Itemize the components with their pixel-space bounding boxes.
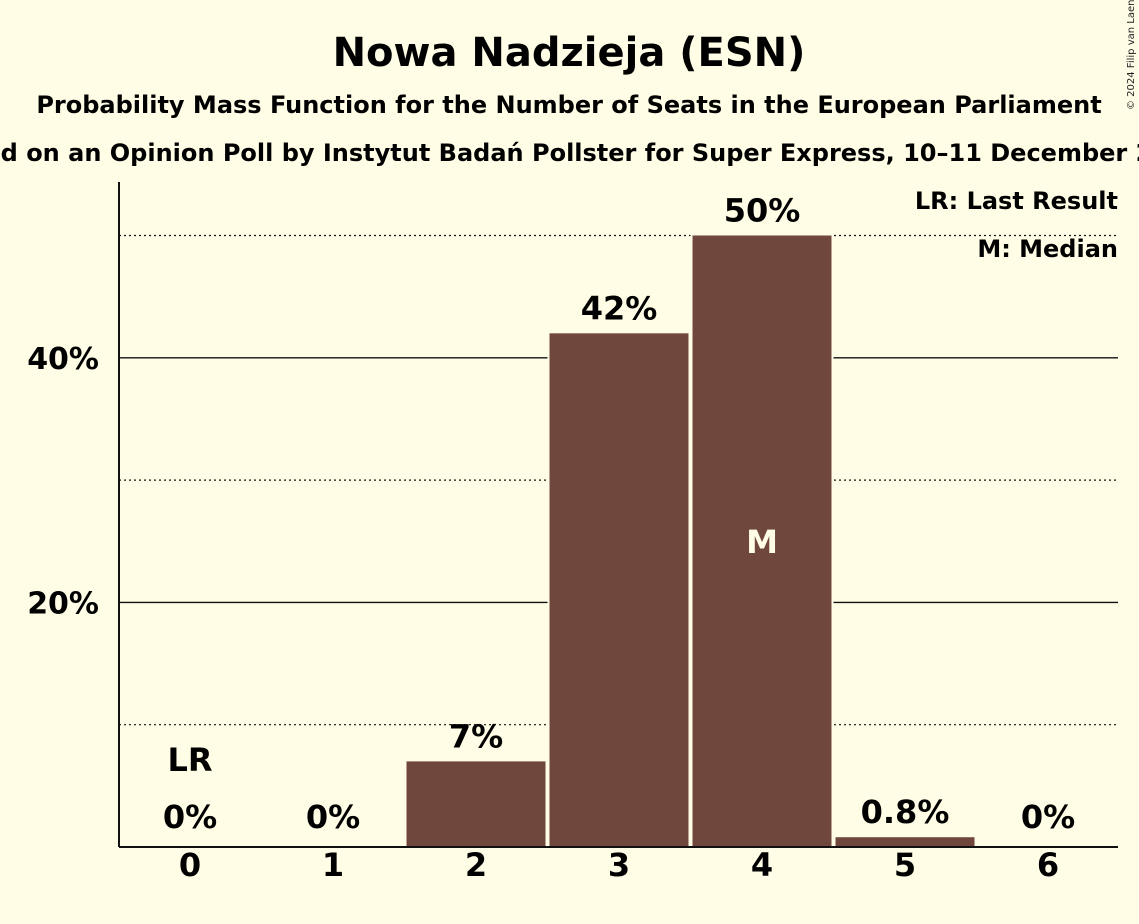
bar xyxy=(692,235,832,847)
bar xyxy=(549,333,689,847)
axes: 20% 40% 0 1 2 3 4 5 6 xyxy=(27,182,1118,884)
value-labels: 0% 0% 7% 42% 50% 0.8% 0% LR M xyxy=(163,191,1075,836)
value-label: 0.8% xyxy=(861,793,950,831)
value-label: 0% xyxy=(163,798,217,836)
value-label: 50% xyxy=(724,191,801,229)
value-label: 7% xyxy=(449,717,503,755)
x-tick-label: 4 xyxy=(751,846,773,884)
y-tick-label: 20% xyxy=(27,586,99,621)
median-marker: M xyxy=(746,523,778,561)
bar xyxy=(406,761,546,847)
x-tick-label: 3 xyxy=(608,846,630,884)
value-label: 42% xyxy=(581,289,658,327)
chart-subtitle: Probability Mass Function for the Number… xyxy=(36,91,1101,119)
legend-last-result: LR: Last Result xyxy=(915,187,1118,215)
x-tick-label: 2 xyxy=(465,846,487,884)
bar xyxy=(835,837,975,847)
y-tick-label: 40% xyxy=(27,342,99,377)
bars xyxy=(404,233,977,847)
chart-title: Nowa Nadzieja (ESN) xyxy=(333,30,806,76)
chart-source: Based on an Opinion Poll by Instytut Bad… xyxy=(0,139,1139,167)
x-tick-label: 1 xyxy=(322,846,344,884)
legend-median: M: Median xyxy=(977,235,1118,263)
x-tick-label: 0 xyxy=(179,846,201,884)
copyright: © 2024 Filip van Laenen xyxy=(1126,0,1137,110)
x-tick-label: 5 xyxy=(894,846,916,884)
x-tick-label: 6 xyxy=(1037,846,1059,884)
value-label: 0% xyxy=(306,798,360,836)
last-result-marker: LR xyxy=(167,741,212,779)
value-label: 0% xyxy=(1021,798,1075,836)
